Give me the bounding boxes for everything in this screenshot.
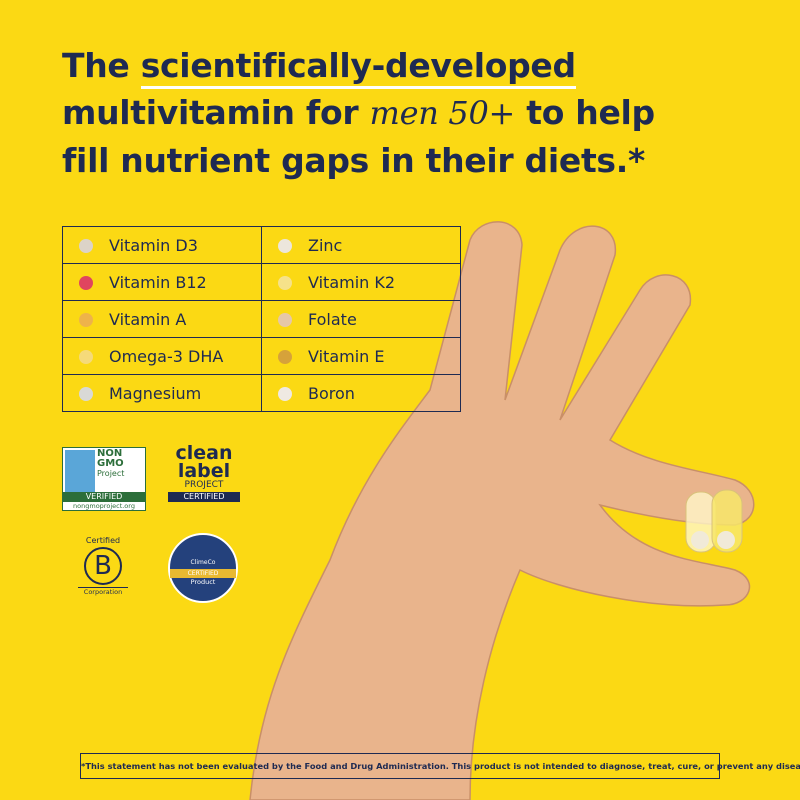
nutrient-dot — [79, 312, 93, 327]
badge-text: CERTIFIED — [170, 569, 236, 578]
headline-underlined: scientifically-developed — [140, 46, 576, 89]
nutrient-row: Vitamin B12 Vitamin K2 — [62, 263, 461, 301]
badge-text: B — [84, 547, 122, 585]
nutrient-name: Boron — [308, 384, 355, 403]
badge-text: Corporation — [78, 587, 128, 596]
nutrient-row: Omega-3 DHA Vitamin E — [62, 337, 461, 375]
nutrient-cell: Folate — [261, 300, 461, 338]
badge-text: Certified — [85, 536, 121, 545]
nutrient-row: Vitamin D3 Zinc — [62, 226, 461, 264]
nutrient-cell: Vitamin K2 — [261, 263, 461, 301]
badge-text: NON — [97, 448, 123, 459]
badge-text: PROJECT — [184, 480, 224, 490]
nutrient-cell: Magnesium — [62, 374, 262, 412]
nutrient-name: Omega-3 DHA — [109, 347, 224, 366]
nutrient-name: Vitamin B12 — [109, 273, 207, 292]
b-corp-badge: Certified B Corporation — [78, 536, 128, 596]
badge-text: NON GMO Project — [97, 449, 124, 479]
nutrient-dot — [278, 312, 292, 327]
nutrient-dot — [278, 238, 292, 253]
nutrient-dot — [278, 275, 292, 290]
nutrient-name: Zinc — [308, 236, 343, 255]
badge-text: Product — [190, 578, 216, 586]
badge-text: CERTIFIED — [168, 492, 240, 502]
nutrient-dot — [79, 349, 93, 364]
headline-text: fill nutrient gaps in their diets.* — [62, 141, 645, 180]
nutrient-table: Vitamin D3 Zinc Vitamin B12 Vitamin K2 Vitam… — [62, 226, 461, 412]
badge-text: ClimeCo — [190, 559, 216, 566]
nutrient-cell: Vitamin D3 — [62, 226, 262, 264]
nutrient-name: Vitamin E — [308, 347, 385, 366]
nutrient-cell: Vitamin E — [261, 337, 461, 375]
badge-text: label — [177, 460, 231, 482]
nutrient-cell: Boron — [261, 374, 461, 412]
clean-label-badge: clean label PROJECT CERTIFIED — [168, 444, 240, 502]
headline-emphasis: men 50+ — [369, 94, 516, 132]
capsule — [685, 489, 743, 553]
nutrient-row: Vitamin A Folate — [62, 300, 461, 338]
badge-text: VERIFIED — [63, 492, 145, 502]
badge-icon — [65, 450, 95, 492]
nutrient-name: Vitamin K2 — [308, 273, 396, 292]
climeco-badge: ClimeCo CERTIFIED Product — [168, 533, 238, 603]
nutrient-name: Folate — [308, 310, 357, 329]
nutrient-row: Magnesium Boron — [62, 374, 461, 412]
headline-text: to help — [526, 93, 655, 132]
nutrient-dot — [79, 386, 93, 401]
badge-text: clean — [175, 442, 233, 464]
nutrient-dot — [79, 238, 93, 253]
nutrient-name: Vitamin D3 — [109, 236, 198, 255]
nutrient-dot — [79, 275, 93, 290]
nutrient-cell: Vitamin B12 — [62, 263, 262, 301]
headline: The scientifically-developed multivitami… — [62, 42, 762, 184]
nutrient-cell: Omega-3 DHA — [62, 337, 262, 375]
badge-text: GMO — [97, 458, 124, 469]
nutrient-cell: Vitamin A — [62, 300, 262, 338]
non-gmo-badge: NON GMO Project VERIFIED nongmoproject.org — [62, 447, 146, 511]
badge-text: nongmoproject.org — [73, 502, 135, 510]
nutrient-name: Vitamin A — [109, 310, 187, 329]
headline-text: multivitamin for — [62, 93, 359, 132]
headline-text: The — [62, 46, 130, 85]
nutrient-name: Magnesium — [109, 384, 202, 403]
nutrient-dot — [278, 386, 292, 401]
nutrient-cell: Zinc — [261, 226, 461, 264]
nutrient-dot — [278, 349, 292, 364]
disclaimer: *This statement has not been evaluated b… — [80, 753, 800, 779]
badge-text: Project — [97, 469, 125, 478]
